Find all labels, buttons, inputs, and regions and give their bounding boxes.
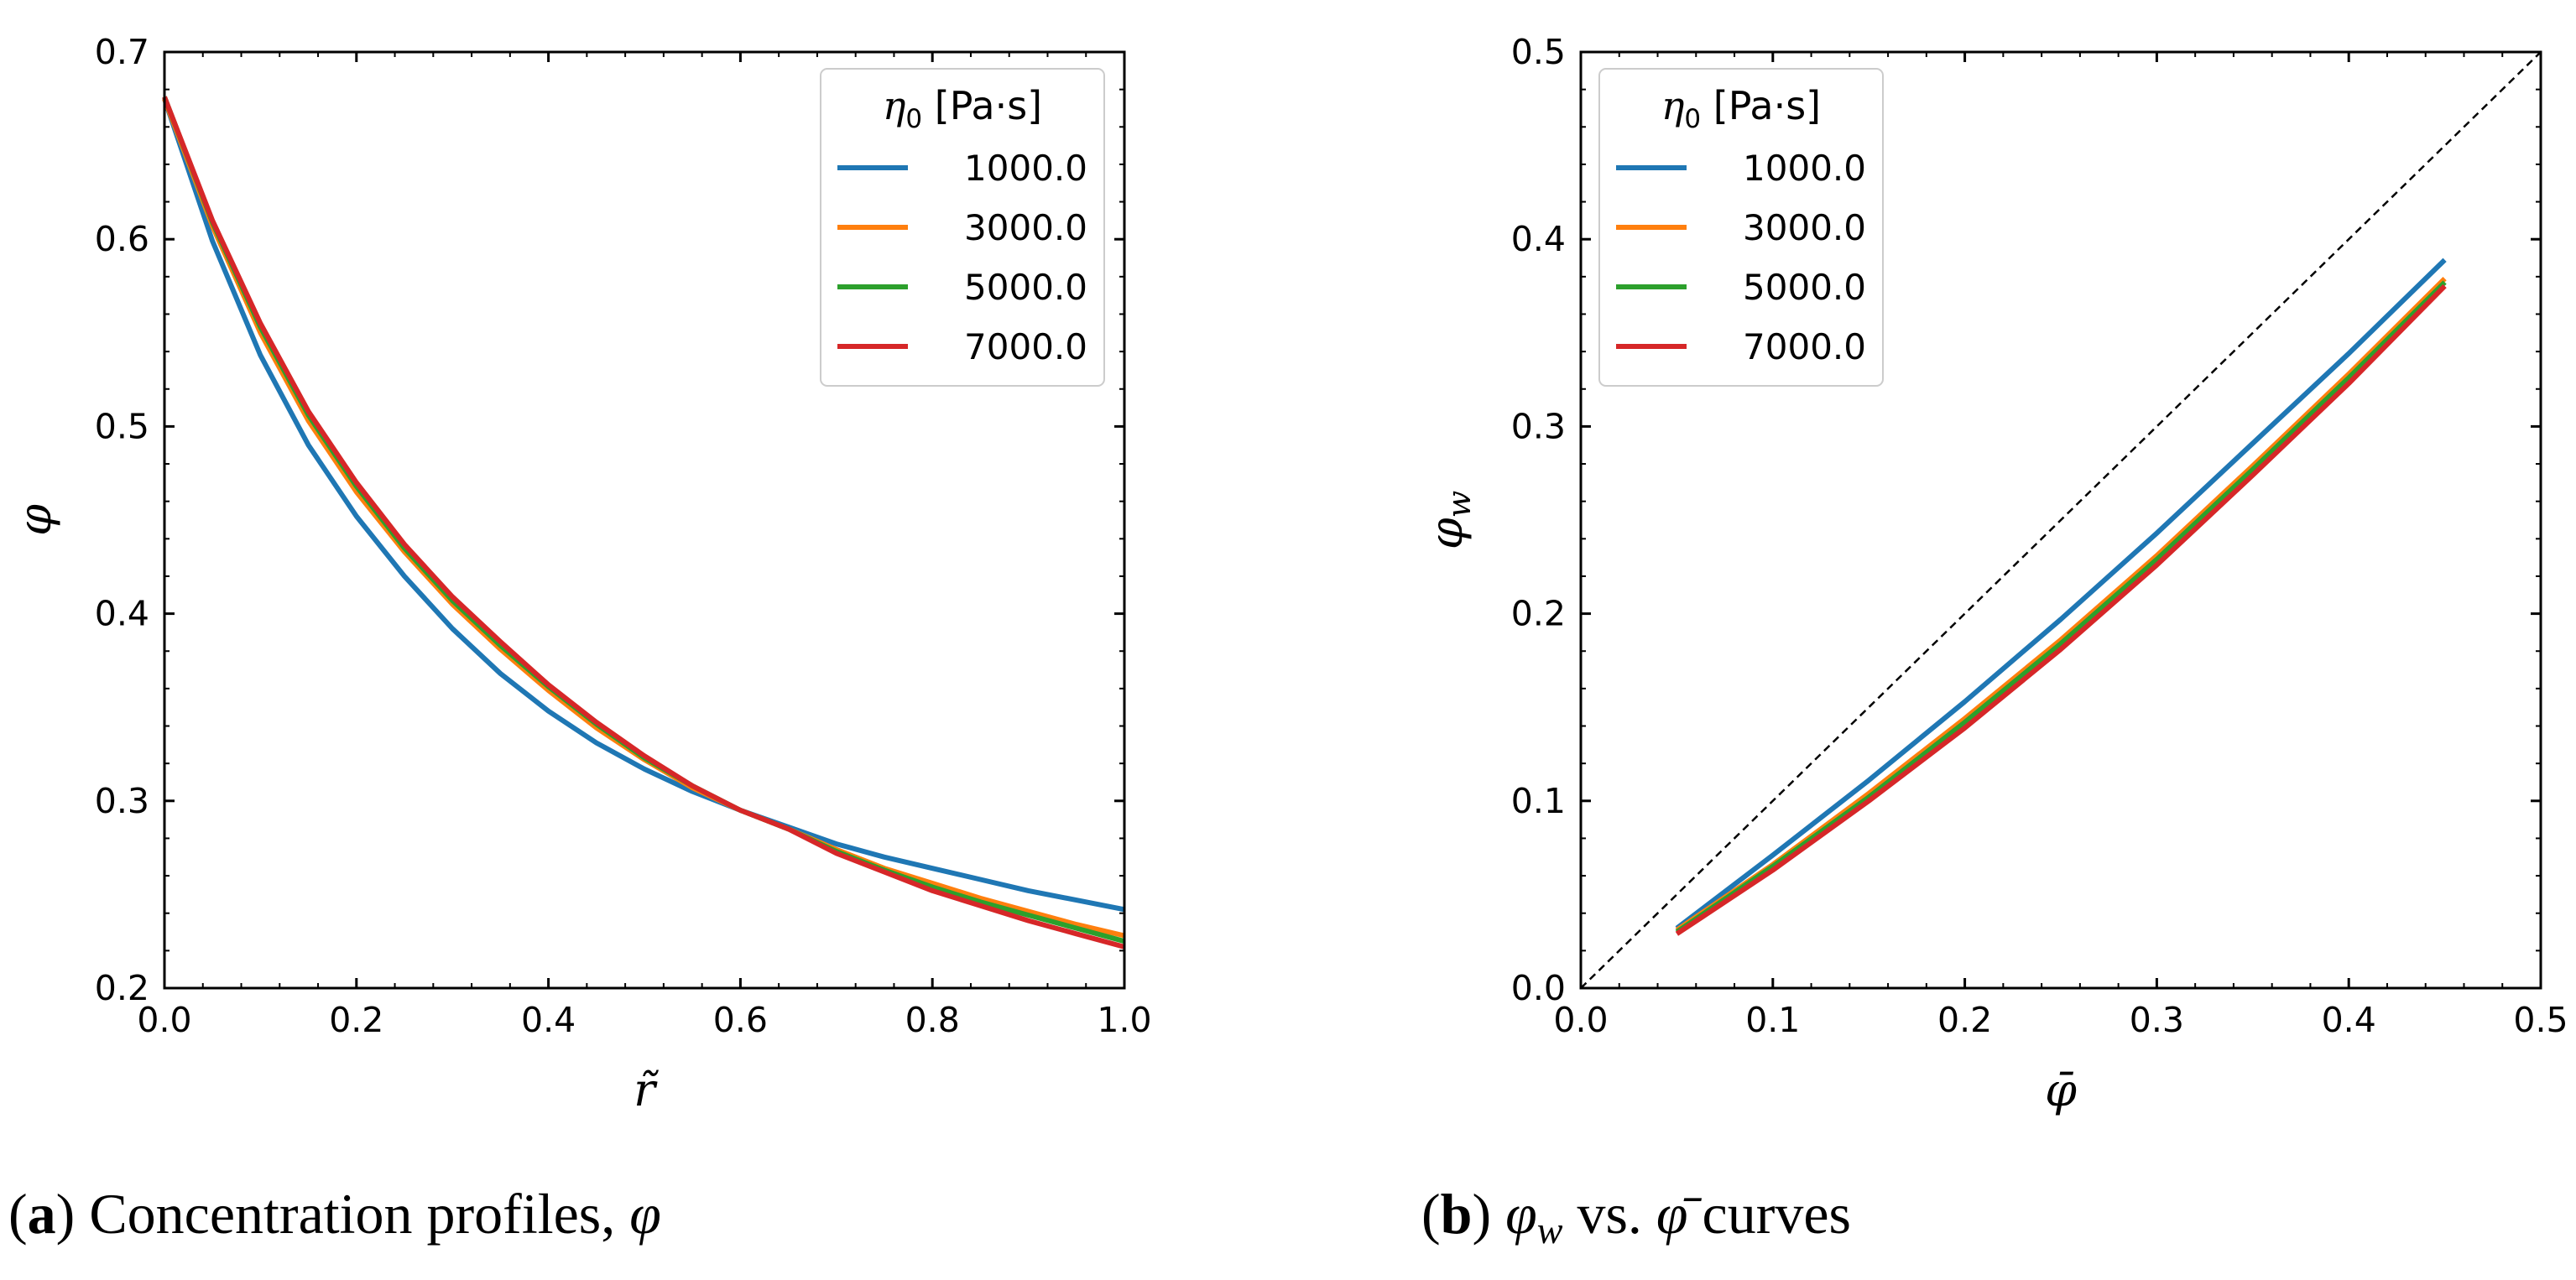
panel-b-y-axis-label: φw — [1420, 491, 1478, 549]
x-tick-label: 0.2 — [1937, 1000, 1992, 1040]
caption-a-tag: a — [28, 1182, 56, 1246]
legend-title-eta: η — [883, 83, 906, 128]
legend-label: 5000.0 — [964, 267, 1087, 308]
panel-b-ticks: 0.0 0.1 0.2 0.3 0.4 0.5 0.0 0.1 0.2 0.3 0.4 0.5 — [1511, 32, 2568, 1040]
panel-b-legend-box — [1598, 68, 1884, 387]
y-tick-label: 0.5 — [1511, 32, 1566, 72]
x-tick-label: 0.0 — [137, 1000, 191, 1040]
legend-title-unit: [Pa·s] — [1701, 83, 1821, 128]
x-tick-label: 0.1 — [1745, 1000, 1800, 1040]
panel-a-legend-title: η0 [Pa·s] — [883, 83, 1042, 134]
x-tick-label: 0.4 — [521, 1000, 576, 1040]
panel-a-concentration-profiles: 0.0 0.2 0.4 0.6 0.8 1.00.20.30.40.50.60.7 r̃ … — [8, 32, 1152, 1116]
legend-label: 1000.0 — [1743, 148, 1866, 189]
panel-a-plot-frame — [163, 50, 1126, 990]
legend-label: 7000.0 — [1743, 326, 1866, 367]
y-tick-label: 0.7 — [95, 32, 149, 72]
x-tick-label: 0.3 — [2130, 1000, 2184, 1040]
panel-b-legend-title: η0 [Pa·s] — [1661, 83, 1821, 134]
legend-label: 3000.0 — [1743, 207, 1866, 248]
x-tick-label: 0.2 — [329, 1000, 383, 1040]
y-tick-label: 0.1 — [1511, 781, 1566, 821]
caption-b-symbol1: φ — [1505, 1182, 1537, 1246]
panel-b-x-axis-label: φ̄ — [2045, 1064, 2077, 1116]
legend-title-unit: [Pa·s] — [922, 83, 1042, 128]
legend-label: 1000.0 — [964, 148, 1087, 189]
phiw-subscript: w — [1441, 491, 1478, 518]
panel-a-series-group — [162, 96, 1125, 950]
x-tick-label: 0.8 — [905, 1000, 960, 1040]
series-line-1000-0 — [162, 97, 1125, 913]
legend-title-subscript: 0 — [905, 104, 922, 134]
y-tick-label: 0.4 — [95, 594, 149, 634]
panel-a-ticks: 0.0 0.2 0.4 0.6 0.8 1.00.20.30.40.50.60.7 — [95, 32, 1152, 1040]
panel-a-legend-box — [820, 68, 1105, 387]
x-tick-label: 0.0 — [1553, 1000, 1608, 1040]
caption-a-symbol: φ — [629, 1182, 661, 1246]
caption-b-tag: b — [1441, 1182, 1473, 1246]
y-tick-label: 0.4 — [1511, 219, 1566, 259]
panel-b-plot-frame — [1579, 50, 2542, 990]
series-line-1000-0 — [1675, 258, 2447, 930]
panel-b-legend: η0 [Pa·s] 1000.0 3000.0 5000.0 7000.0 — [1598, 68, 1884, 387]
legend-title-subscript: 0 — [1684, 104, 1701, 134]
y-tick-label: 0.3 — [1511, 406, 1566, 446]
caption-b-sub1: w — [1537, 1209, 1563, 1251]
panel-b-phiw-vs-phibar: 0.0 0.1 0.2 0.3 0.4 0.50.00.10.20.30.40.5 φ̄ … — [1420, 32, 2568, 1116]
x-tick-label: 0.5 — [2513, 1000, 2568, 1040]
panel-a-y-axis-label: φ — [8, 504, 61, 536]
x-tick-label: 1.0 — [1097, 1000, 1151, 1040]
panel-a-x-axis-label: r̃ — [634, 1064, 659, 1116]
legend-label: 7000.0 — [964, 326, 1087, 367]
phiw-symbol: φ — [1420, 518, 1473, 549]
caption-a: (a) Concentration profiles, φ — [8, 1182, 661, 1246]
caption-b-tail: curves — [1688, 1182, 1851, 1246]
legend-title-eta: η — [1661, 83, 1685, 128]
y-tick-label: 0.3 — [95, 781, 149, 821]
series-line-7000-0 — [162, 96, 1125, 950]
y-tick-label: 0.5 — [95, 406, 149, 446]
caption-b: (b) φw vs. φ̄ curves — [1421, 1182, 1851, 1251]
y-tick-label: 0.0 — [1511, 968, 1566, 1008]
series-line-7000-0 — [1675, 284, 2447, 936]
series-line-5000-0 — [1675, 280, 2447, 934]
y-tick-label: 0.2 — [95, 968, 149, 1008]
y-tick-label: 0.6 — [95, 219, 149, 259]
legend-label: 5000.0 — [1743, 267, 1866, 308]
legend-label: 3000.0 — [964, 207, 1087, 248]
panel-b-series-group — [1675, 258, 2447, 936]
x-tick-label: 0.4 — [2322, 1000, 2376, 1040]
caption-b-mid: vs. — [1562, 1182, 1656, 1246]
y-tick-label: 0.2 — [1511, 594, 1566, 634]
panel-b-identity-reference-line — [1580, 51, 2542, 989]
x-tick-label: 0.6 — [713, 1000, 768, 1040]
panel-a-legend: η0 [Pa·s] 1000.0 3000.0 5000.0 7000.0 — [820, 68, 1105, 387]
caption-a-text: Concentration profiles, — [75, 1182, 629, 1246]
